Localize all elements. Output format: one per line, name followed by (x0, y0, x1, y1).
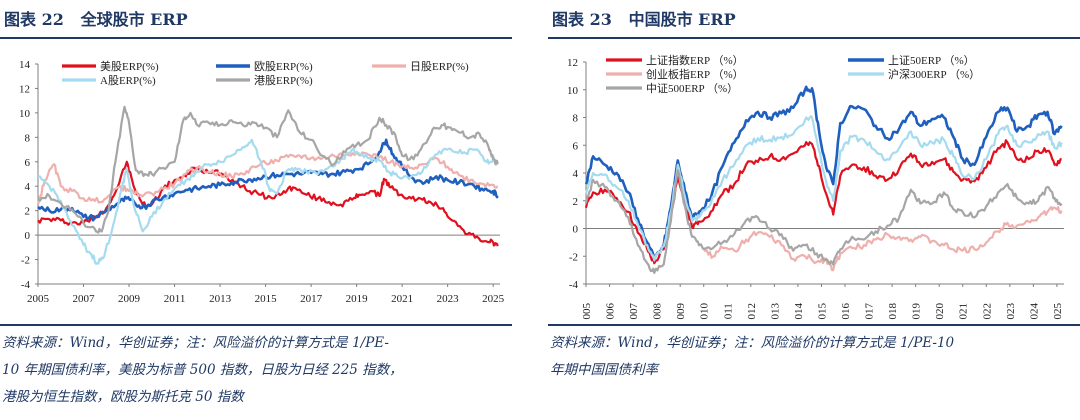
legend-label: A股ERP(%) (100, 74, 156, 87)
x-tick-label: 2009 (675, 303, 687, 321)
x-tick-label: 2021 (958, 303, 970, 320)
x-tick-label: 2007 (628, 303, 640, 321)
series-line (36, 150, 499, 205)
x-tick-label: 2020 (934, 303, 946, 321)
chart-panel-global-erp: 图表 22 全球股市 ERP -4 -2 0 2 4 6 8 10 12 14 2005 2007 20… (0, 0, 512, 405)
line-chart-global-erp: -4 -2 0 2 4 6 8 10 12 14 2005 2007 2009 2011 2013 2015 2… (19, 59, 505, 305)
legend-label: 中证500ERP （%） (646, 82, 738, 95)
x-tick-label: 2011 (722, 303, 734, 320)
y-tick-label: 4 (25, 181, 31, 193)
x-tick-label: 2025 (1052, 303, 1064, 321)
x-tick-label: 2023 (1005, 303, 1017, 321)
series-line (37, 138, 499, 265)
x-tick-label: 2017 (300, 293, 323, 305)
series-line (37, 138, 499, 222)
line-chart-china-erp: -4 -2 0 2 4 6 8 10 12 2005 2006 2007 2008 2009 2010 201… (567, 53, 1064, 321)
chart-title: 图表 22 全球股市 ERP (4, 10, 188, 29)
x-tick-label: 2021 (391, 293, 413, 305)
legend-label: 港股ERP(%) (254, 74, 313, 87)
x-tick-label: 2018 (887, 303, 899, 321)
series-line (584, 115, 1063, 262)
y-tick-label: 8 (573, 113, 579, 125)
x-tick-label: 2012 (746, 303, 758, 320)
x-tick-label: 2007 (73, 293, 96, 305)
x-tick-label: 2005 (581, 303, 593, 321)
source-rule (548, 324, 1080, 326)
y-tick-label: 2 (25, 206, 31, 218)
legend-label: 欧股ERP(%) (254, 60, 313, 73)
x-tick-label: 2006 (605, 303, 617, 321)
legend-label: 上证50ERP （%） (888, 54, 975, 67)
x-tick-label: 2011 (164, 293, 186, 305)
x-tick-label: 2024 (1028, 303, 1040, 321)
chart-panel-china-erp: 图表 23 中国股市 ERP -4 -2 0 2 4 6 8 10 12 2005 2006 2007… (548, 0, 1080, 378)
legend-label: 上证指数ERP （%） (646, 53, 744, 67)
legend-label: 沪深300ERP （%） (888, 67, 980, 81)
title-rule (0, 37, 512, 39)
x-tick-label: 2005 (27, 293, 50, 305)
y-tick-label: 0 (25, 230, 31, 242)
legend-label: 日股ERP(%) (410, 60, 469, 73)
y-tick-label: 12 (19, 83, 30, 95)
source-line: 资料来源：Wind，华创证券；注：风险溢价的计算方式是 1/PE- (2, 335, 389, 351)
series-line (37, 105, 499, 234)
y-tick-label: 6 (573, 140, 579, 152)
series-line (37, 160, 499, 247)
chart-title-row: 图表 23 中国股市 ERP (548, 0, 1080, 36)
x-tick-label: 2016 (840, 303, 852, 321)
x-tick-label: 2023 (437, 293, 460, 305)
source-line: 10 年期国债利率，美股为标普 500 指数，日股为日经 225 指数， (2, 362, 403, 378)
x-tick-label: 2013 (209, 293, 232, 305)
y-tick-label: 10 (567, 85, 579, 97)
y-tick-label: -4 (21, 279, 31, 291)
x-tick-label: 2022 (981, 303, 993, 320)
x-tick-label: 2008 (652, 303, 664, 321)
series-line (702, 206, 1063, 272)
x-tick-label: 2019 (911, 303, 923, 321)
x-tick-label: 2015 (816, 303, 828, 321)
source-line: 资料来源：Wind，华创证券；注：风险溢价的计算方式是 1/PE-10 (550, 335, 955, 351)
y-tick-label: 8 (25, 132, 31, 144)
source-line: 港股为恒生指数，欧股为斯托克 50 指数 (2, 389, 244, 405)
x-tick-label: 2013 (769, 303, 781, 321)
y-tick-label: -2 (569, 251, 578, 263)
series-line (584, 169, 1063, 274)
x-tick-label: 2019 (346, 293, 369, 305)
title-rule (548, 37, 1080, 39)
chart-title: 图表 23 中国股市 ERP (552, 10, 736, 29)
series-line (584, 139, 1062, 265)
x-tick-label: 2015 (255, 293, 278, 305)
y-tick-label: 0 (573, 224, 579, 236)
source-note: 资料来源：Wind，华创证券；注：风险溢价的计算方式是 1/PE- 10 年期国… (2, 330, 403, 411)
source-line: 年期中国国债利率 (550, 362, 658, 378)
y-tick-label: 6 (25, 157, 31, 169)
source-note: 资料来源：Wind，华创证券；注：风险溢价的计算方式是 1/PE-10 年期中国… (550, 330, 954, 384)
source-rule (0, 324, 512, 326)
x-tick-label: 2017 (864, 303, 876, 321)
chart-title-row: 图表 22 全球股市 ERP (0, 0, 512, 36)
y-tick-label: 12 (567, 57, 578, 69)
legend-label: 创业板指ERP （%） (646, 67, 744, 81)
x-tick-label: 2009 (118, 293, 141, 305)
y-tick-label: -4 (569, 279, 579, 291)
legend-label: 美股ERP(%) (100, 60, 159, 73)
y-tick-label: -2 (21, 255, 30, 267)
y-tick-label: 10 (19, 108, 31, 120)
x-tick-label: 2025 (482, 293, 505, 305)
y-tick-label: 4 (573, 168, 579, 180)
y-tick-label: 14 (19, 59, 31, 71)
y-tick-label: 2 (573, 196, 579, 208)
x-tick-label: 2014 (793, 303, 805, 321)
x-tick-label: 2010 (699, 303, 711, 321)
